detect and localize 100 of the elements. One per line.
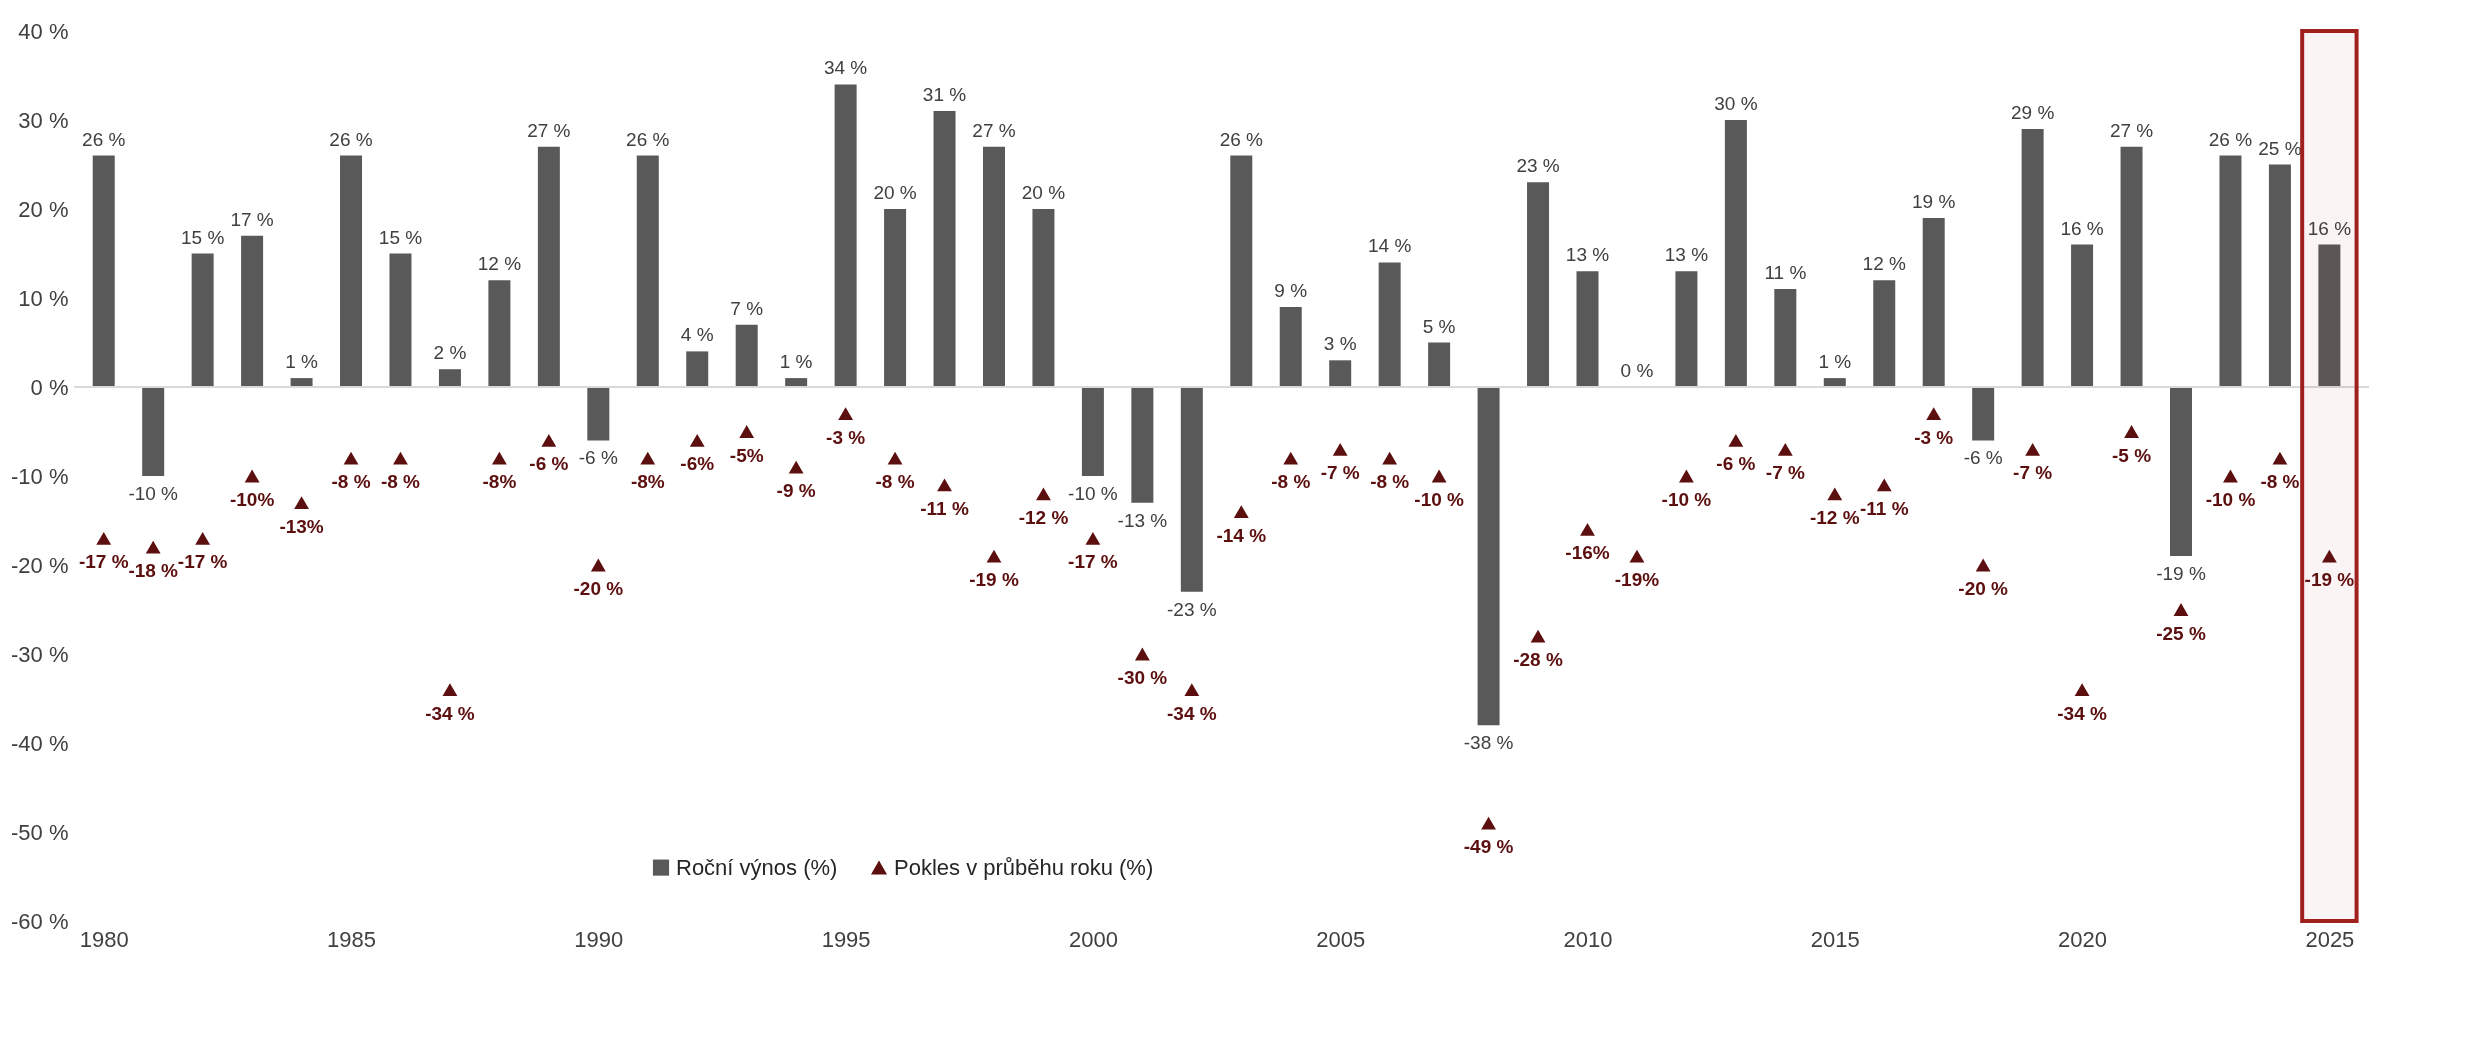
y-tick-label: 10 % — [18, 285, 69, 311]
legend-label: Pokles v průběhu roku (%) — [894, 854, 1154, 880]
bar — [884, 209, 907, 387]
x-tick-label: 2015 — [1810, 926, 1860, 952]
bar — [2120, 146, 2143, 387]
bar — [1378, 262, 1401, 387]
data-label: 15 % — [378, 226, 423, 248]
point — [195, 531, 211, 545]
data-label: -8 % — [1271, 471, 1311, 493]
y-tick-label: 0 % — [30, 374, 69, 400]
data-label: 29 % — [2010, 101, 2055, 123]
point — [1184, 683, 1200, 697]
data-label: 17 % — [230, 208, 274, 230]
bar — [1081, 387, 1104, 476]
data-label: 26 % — [2208, 128, 2253, 150]
data-label: -3 % — [826, 426, 866, 448]
bar — [735, 324, 758, 387]
data-label: 12 % — [477, 253, 522, 275]
point — [1283, 451, 1299, 465]
point — [541, 433, 557, 447]
bar — [1329, 360, 1352, 387]
point — [2223, 469, 2238, 483]
data-label: -8 % — [331, 471, 371, 493]
point — [1431, 469, 1447, 483]
data-label: -23 % — [1167, 598, 1217, 620]
point — [1036, 487, 1051, 501]
point — [1876, 478, 1892, 492]
data-label: -25 % — [2156, 622, 2206, 644]
x-tick-label: 2005 — [1316, 926, 1366, 952]
x-tick-label: 1985 — [327, 926, 376, 952]
bar — [340, 155, 363, 387]
data-label: -19 % — [2304, 569, 2355, 591]
point — [1085, 531, 1101, 545]
bar — [438, 369, 461, 387]
bar — [1873, 280, 1896, 387]
x-tick-label: 1990 — [574, 926, 624, 952]
data-label: 13 % — [1565, 244, 1610, 266]
point — [1926, 407, 1942, 421]
data-label: 1 % — [779, 351, 813, 373]
point — [145, 540, 161, 554]
x-tick-label: 2020 — [2058, 926, 2108, 952]
y-tick-label: -50 % — [11, 819, 69, 845]
data-label: -17 % — [78, 551, 129, 573]
point — [442, 683, 458, 697]
bar — [1131, 387, 1154, 503]
data-label: -8 % — [1370, 471, 1410, 493]
data-label: -19 % — [969, 569, 1019, 591]
data-label: -7 % — [2013, 462, 2053, 484]
data-label: 19 % — [1912, 190, 1956, 212]
data-label: -11 % — [1859, 497, 1909, 519]
bar — [241, 235, 264, 387]
bar — [2268, 164, 2291, 387]
y-tick-label: 20 % — [18, 196, 69, 222]
data-label: 23 % — [1516, 155, 1560, 177]
data-label: -16% — [1565, 542, 1610, 564]
point — [1629, 549, 1645, 563]
point — [1728, 433, 1744, 447]
y-tick-label: 40 % — [18, 18, 69, 44]
point — [2074, 683, 2090, 697]
point — [788, 460, 804, 474]
y-tick-label: -40 % — [11, 730, 69, 756]
data-label: -6 % — [529, 453, 569, 475]
data-label: 30 % — [1714, 93, 1758, 114]
data-label: -14 % — [1216, 524, 1267, 546]
data-label: 4 % — [680, 324, 714, 346]
bar — [834, 84, 857, 387]
data-label: 2 % — [433, 342, 467, 364]
point — [590, 558, 606, 572]
data-label: -10 % — [1414, 489, 1465, 510]
data-label: 26 % — [329, 128, 373, 150]
bar — [142, 387, 165, 476]
point — [937, 478, 952, 492]
data-label: -8 % — [380, 471, 421, 493]
point — [2173, 603, 2189, 616]
data-label: 26 % — [1219, 128, 1264, 150]
y-tick-label: -20 % — [11, 552, 69, 578]
point — [1134, 647, 1150, 661]
x-tick-label: 2000 — [1068, 926, 1118, 952]
bar — [1576, 271, 1599, 387]
data-label: -6% — [680, 453, 715, 475]
data-label: -8 % — [2260, 471, 2300, 493]
point — [1332, 442, 1348, 456]
point — [96, 531, 112, 545]
point — [2124, 425, 2139, 438]
data-label: 26 % — [626, 128, 670, 150]
data-label: -34 % — [1167, 702, 1217, 724]
bar — [2318, 244, 2341, 387]
data-label: 27 % — [972, 119, 1016, 141]
data-label: -18 % — [128, 560, 179, 582]
data-label: -6 % — [1716, 453, 1756, 475]
data-label: -9 % — [776, 480, 816, 502]
data-label: -49 % — [1463, 836, 1514, 858]
bar — [1724, 120, 1747, 387]
point — [2025, 442, 2041, 456]
bar — [1477, 387, 1500, 726]
data-label: -10 % — [1068, 483, 1118, 504]
data-label: 26 % — [82, 128, 126, 150]
bar — [1675, 271, 1698, 387]
point — [838, 407, 854, 421]
data-label: -8 % — [875, 471, 915, 493]
